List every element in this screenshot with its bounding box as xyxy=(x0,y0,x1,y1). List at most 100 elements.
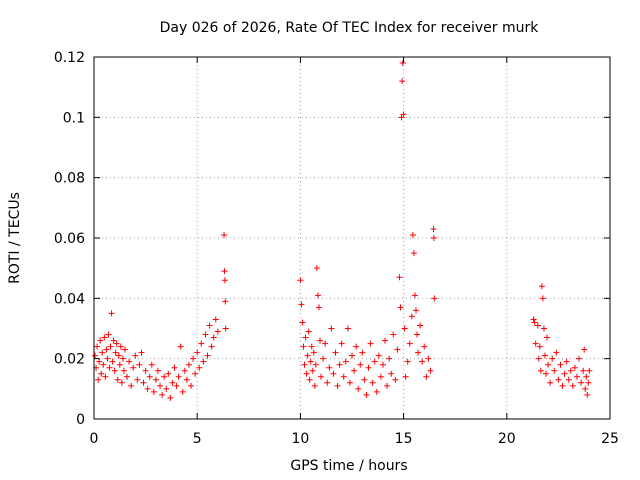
data-point xyxy=(298,301,305,308)
data-point xyxy=(311,382,318,389)
data-point xyxy=(92,352,99,359)
data-point xyxy=(134,376,141,383)
data-point xyxy=(396,274,403,281)
data-point xyxy=(150,388,157,395)
data-point xyxy=(430,235,437,241)
data-point xyxy=(559,382,566,389)
data-point xyxy=(165,370,172,377)
data-point xyxy=(148,361,155,368)
data-point xyxy=(119,355,126,362)
data-point xyxy=(404,358,411,365)
data-point xyxy=(210,334,217,341)
data-point xyxy=(365,364,372,371)
data-point xyxy=(175,373,182,380)
data-point xyxy=(161,373,168,380)
data-point xyxy=(540,325,547,332)
grid-lines xyxy=(94,57,610,419)
data-point xyxy=(301,361,308,368)
data-point xyxy=(312,361,319,368)
data-point xyxy=(412,307,419,314)
y-axis-label: ROTI / TECUs xyxy=(7,192,23,284)
data-point xyxy=(563,358,570,365)
x-tick-label: 15 xyxy=(395,431,413,447)
data-point xyxy=(375,352,382,359)
data-points xyxy=(92,60,593,401)
data-point xyxy=(181,367,188,374)
x-tick-label: 5 xyxy=(193,431,202,447)
data-point xyxy=(414,331,421,338)
data-point xyxy=(361,376,368,383)
data-point xyxy=(553,349,560,356)
data-point xyxy=(394,346,401,353)
y-tick-label: 0.02 xyxy=(54,352,85,368)
data-point xyxy=(377,373,384,380)
y-tick-label: 0 xyxy=(76,412,85,428)
data-point xyxy=(140,379,147,386)
data-point xyxy=(202,331,209,338)
data-point xyxy=(120,367,127,374)
data-point xyxy=(532,340,539,347)
data-point xyxy=(430,225,437,232)
data-point xyxy=(537,367,544,374)
data-point xyxy=(104,355,111,362)
x-tick-label: 25 xyxy=(601,431,619,447)
data-point xyxy=(536,343,543,350)
data-point xyxy=(214,328,221,335)
data-point xyxy=(110,337,117,344)
data-point xyxy=(100,361,107,368)
data-point xyxy=(308,343,315,350)
data-point xyxy=(580,367,587,374)
data-point xyxy=(98,370,105,377)
data-point xyxy=(183,376,190,383)
data-point xyxy=(128,382,135,389)
data-point xyxy=(173,382,180,389)
data-point xyxy=(221,268,228,275)
data-point xyxy=(353,343,360,350)
data-point xyxy=(363,391,370,398)
data-point xyxy=(303,370,310,377)
data-point xyxy=(314,292,321,299)
data-point xyxy=(571,364,578,371)
data-point xyxy=(340,373,347,380)
data-point xyxy=(344,325,351,332)
data-point xyxy=(419,358,426,365)
data-point xyxy=(109,358,116,365)
data-point xyxy=(142,367,149,374)
data-point xyxy=(386,355,393,362)
data-point xyxy=(154,367,161,374)
data-point xyxy=(399,60,406,67)
data-point xyxy=(402,373,409,380)
data-point xyxy=(113,340,120,347)
y-tick-label: 0.06 xyxy=(54,231,85,247)
data-point xyxy=(126,358,133,365)
data-point xyxy=(212,316,219,323)
data-point xyxy=(406,340,413,347)
data-point xyxy=(567,367,574,374)
data-point xyxy=(332,349,339,356)
data-point xyxy=(543,370,550,377)
data-point xyxy=(204,352,211,359)
data-point xyxy=(136,361,143,368)
data-point xyxy=(157,382,164,389)
data-point xyxy=(196,364,203,371)
x-axis-label: GPS time / hours xyxy=(290,458,407,474)
data-point xyxy=(315,304,322,311)
data-point xyxy=(330,370,337,377)
data-point xyxy=(194,349,201,356)
data-point xyxy=(334,382,341,389)
data-point xyxy=(576,355,583,362)
data-point xyxy=(222,325,229,332)
data-point xyxy=(359,349,366,356)
data-point xyxy=(171,364,178,371)
data-point xyxy=(115,352,122,359)
data-point xyxy=(200,358,207,365)
data-point xyxy=(114,376,121,383)
data-point xyxy=(539,295,546,302)
data-point xyxy=(130,364,137,371)
data-point xyxy=(557,361,564,368)
data-point xyxy=(584,391,591,398)
data-point xyxy=(531,319,538,326)
data-point xyxy=(398,114,405,121)
data-point xyxy=(307,358,314,365)
data-point xyxy=(190,355,197,362)
